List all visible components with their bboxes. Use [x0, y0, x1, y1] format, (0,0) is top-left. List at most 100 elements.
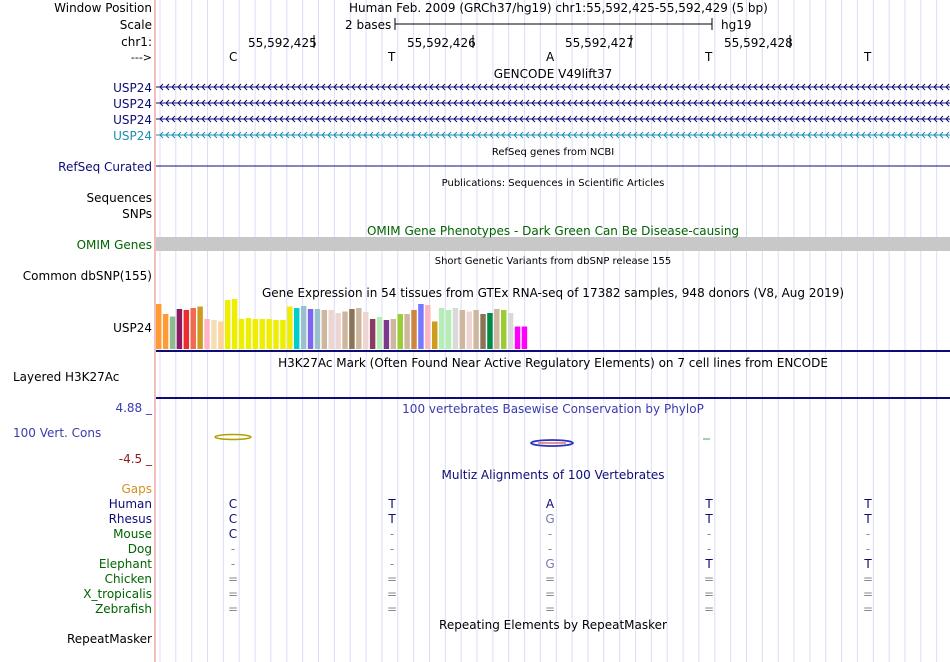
gtex-bar	[521, 326, 528, 349]
omim-bar	[156, 237, 950, 251]
h3k27ac-track-label[interactable]: Layered H3K27Ac	[13, 370, 120, 384]
gencode-gene-label[interactable]: USP24	[113, 129, 152, 143]
gtex-track-label[interactable]: USP24	[113, 321, 152, 335]
gtex-bar	[238, 319, 245, 349]
gtex-bar	[218, 321, 224, 349]
phylop-track-label[interactable]: 100 Vert. Cons	[13, 426, 102, 440]
multiz-species-label[interactable]: Elephant	[98, 557, 152, 571]
h3k27ac-track-title: H3K27Ac Mark (Often Found Near Active Re…	[278, 356, 828, 370]
gtex-bar	[473, 310, 479, 349]
gtex-bar	[487, 313, 493, 349]
repeatmasker-track-label[interactable]: RepeatMasker	[66, 632, 152, 646]
multiz-base: =	[863, 602, 874, 616]
strand-arrows	[159, 99, 950, 107]
gtex-bar	[342, 311, 348, 349]
multiz-base: -	[230, 542, 236, 556]
phylop-min-label: -4.5 _	[118, 452, 152, 466]
gtex-bar	[356, 308, 362, 349]
dbsnp-track-title: Short Genetic Variants from dbSNP releas…	[434, 256, 672, 267]
multiz-species-label[interactable]: Human	[108, 497, 152, 511]
gtex-bar	[204, 319, 210, 349]
gtex-bar	[411, 310, 417, 349]
gtex-bar	[501, 310, 507, 349]
multiz-species-label[interactable]: Dog	[127, 542, 152, 556]
multiz-species-label[interactable]: Chicken	[104, 572, 152, 586]
gtex-bar	[169, 316, 176, 349]
gtex-bar	[280, 320, 286, 349]
multiz-base: A	[545, 497, 555, 511]
gencode-track-title: GENCODE V49lift37	[493, 67, 613, 81]
gtex-bar	[225, 300, 231, 349]
omim-track-label[interactable]: OMIM Genes	[76, 238, 152, 252]
multiz-base: -	[865, 527, 871, 541]
multiz-base: =	[387, 572, 398, 586]
gtex-bar	[300, 306, 307, 349]
multiz-base: =	[387, 587, 398, 601]
multiz-base: -	[547, 527, 553, 541]
multiz-base: -	[230, 557, 236, 571]
multiz-base: -	[547, 542, 553, 556]
multiz-base: T	[388, 497, 396, 511]
gtex-bar	[494, 309, 500, 349]
multiz-base: =	[545, 587, 556, 601]
gtex-bar	[259, 319, 265, 349]
gtex-bar	[314, 309, 321, 349]
gtex-bar	[376, 317, 383, 349]
gtex-bar	[418, 304, 424, 349]
gtex-bar	[211, 320, 217, 349]
multiz-base: T	[864, 512, 872, 526]
gencode-gene-label[interactable]: USP24	[113, 113, 152, 127]
assembly-label: hg19	[721, 18, 752, 32]
ruler-tick-label: 55,592,426	[407, 36, 476, 50]
strand-label: --->	[130, 51, 152, 64]
multiz-base: =	[545, 572, 556, 586]
gtex-bar	[252, 319, 259, 349]
repeatmasker-track-title: Repeating Elements by RepeatMasker	[439, 618, 667, 632]
ruler-base: T	[705, 50, 713, 64]
refseq-track-label[interactable]: RefSeq Curated	[58, 160, 152, 174]
gtex-bar	[287, 306, 293, 349]
phylop-mark	[530, 439, 574, 447]
phylop-mark	[214, 433, 252, 441]
multiz-base: =	[704, 602, 715, 616]
scale-label: Scale	[119, 18, 152, 32]
multiz-base: -	[389, 527, 395, 541]
gtex-bar	[466, 311, 472, 349]
gtex-bar	[307, 309, 314, 349]
multiz-species-label[interactable]: Zebrafish	[95, 602, 152, 616]
ruler-tick-label: 55,592,425	[248, 36, 317, 50]
multiz-base: G	[545, 557, 555, 571]
multiz-gaps-label: Gaps	[121, 482, 152, 496]
multiz-species-label[interactable]: Rhesus	[108, 512, 152, 526]
gtex-bar	[445, 310, 452, 349]
publications-track-title: Publications: Sequences in Scientific Ar…	[441, 178, 665, 189]
gtex-bar	[383, 320, 390, 349]
multiz-base: C	[228, 527, 238, 541]
gtex-bar	[197, 306, 203, 349]
gencode-gene-label[interactable]: USP24	[113, 81, 152, 95]
multiz-species-label[interactable]: X_tropicalis	[83, 587, 152, 601]
multiz-base: G	[545, 512, 555, 526]
multiz-base: =	[863, 587, 874, 601]
gencode-gene-label[interactable]: USP24	[113, 97, 152, 111]
gtex-bar	[514, 326, 521, 349]
multiz-base: -	[865, 542, 871, 556]
gtex-bar	[328, 310, 334, 349]
gtex-bar	[294, 308, 300, 349]
ruler-tick-label: 55,592,428	[724, 36, 793, 50]
multiz-base: =	[863, 572, 874, 586]
refseq-track-title: RefSeq genes from NCBI	[491, 147, 615, 158]
publications-sequences-label[interactable]: Sequences	[86, 191, 152, 205]
multiz-species-label[interactable]: Mouse	[113, 527, 152, 541]
gtex-bar	[438, 308, 445, 349]
gtex-bar	[459, 310, 466, 349]
gtex-bar	[349, 309, 355, 349]
multiz-base: =	[387, 602, 398, 616]
multiz-base: T	[705, 497, 713, 511]
multiz-track-title: Multiz Alignments of 100 Vertebrates	[441, 468, 665, 482]
dbsnp-track-label[interactable]: Common dbSNP(155)	[22, 269, 152, 283]
publications-snps-label[interactable]: SNPs	[122, 207, 152, 221]
gtex-bar	[425, 305, 431, 349]
multiz-base: -	[389, 557, 395, 571]
